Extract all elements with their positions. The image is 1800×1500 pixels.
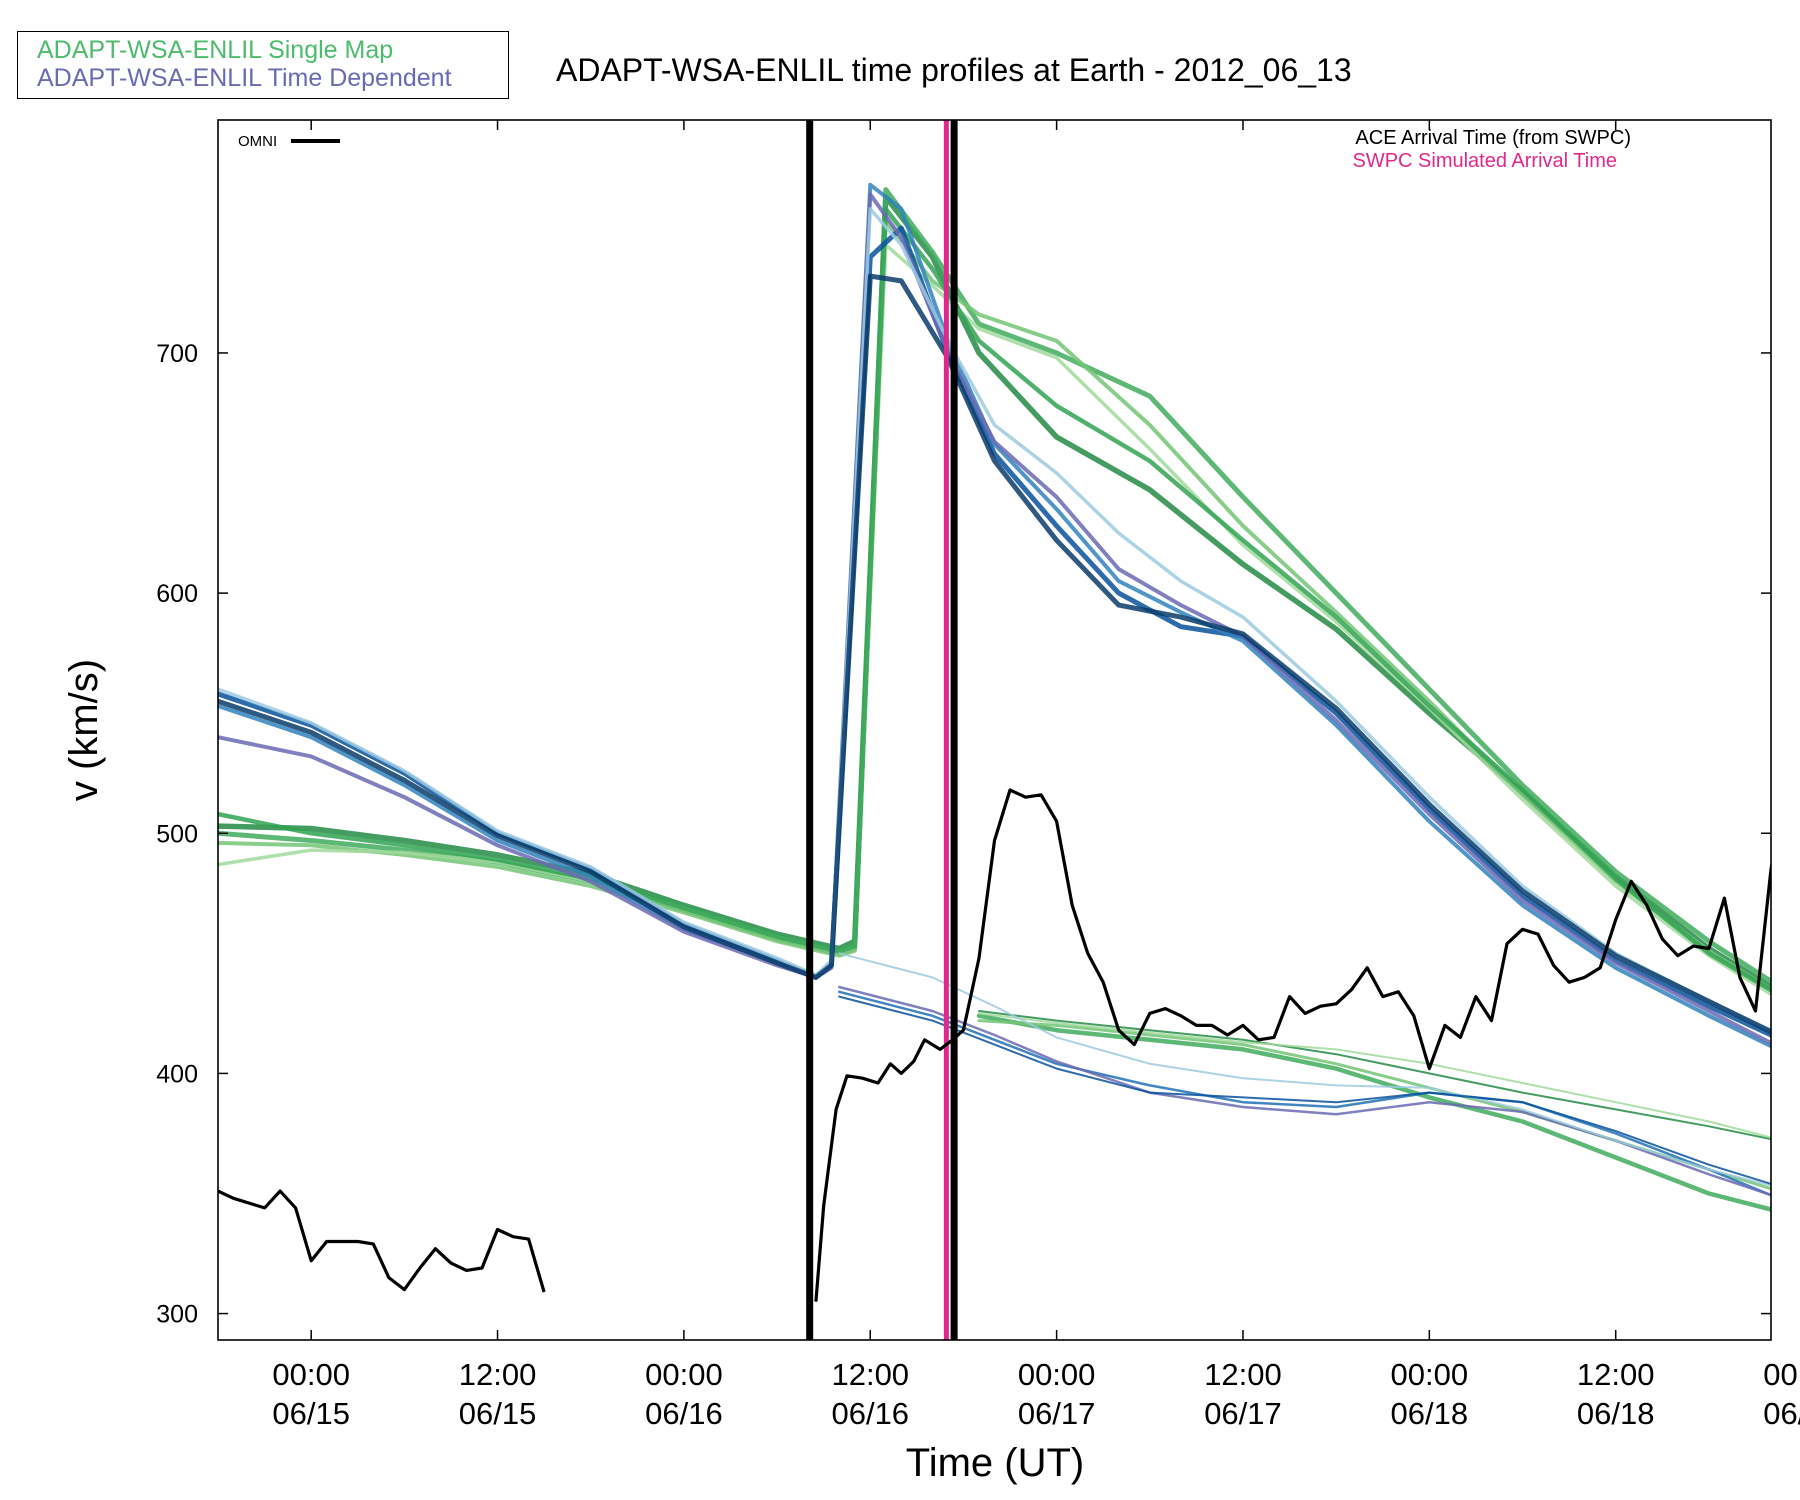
series-line-single_map-8 <box>977 1019 1771 1191</box>
series-line-time_dependent-12 <box>218 192 1771 1046</box>
ace-arrival-legend: ACE Arrival Time (from SWPC) <box>1355 127 1631 149</box>
y-tick-label: 300 <box>156 1301 198 1329</box>
x-tick-label-time: 00:00 <box>1391 1357 1469 1392</box>
omni-legend-label: OMNI <box>238 133 277 150</box>
x-tick-label-date: 06/17 <box>1204 1396 1282 1431</box>
series-legend-box: ADAPT-WSA-ENLIL Single Map ADAPT-WSA-ENL… <box>17 31 509 99</box>
series-line-time_dependent-13 <box>218 207 1771 1033</box>
series-line-time_dependent-11 <box>218 182 1771 1049</box>
omni-series-segment-2 <box>814 788 1771 1302</box>
y-tick-label: 700 <box>156 340 198 368</box>
x-tick-label-time: 12:00 <box>1204 1357 1282 1392</box>
series-line-time_dependent-15 <box>837 990 1771 1197</box>
x-tick-label-time: 12:00 <box>831 1357 909 1392</box>
x-tick-label-time: 12:00 <box>1577 1357 1655 1392</box>
series-line-single_map-3 <box>218 218 1771 992</box>
y-tick-label: 400 <box>156 1060 198 1088</box>
x-tick-label-time: 12:00 <box>459 1357 537 1392</box>
x-tick-label-date: 06/16 <box>645 1396 723 1431</box>
series-line-single_map-9 <box>978 1012 1771 1139</box>
y-tick-label: 500 <box>156 820 198 848</box>
series-line-single_map-4 <box>218 243 1771 997</box>
x-tick-label-date: 06/19 <box>1763 1396 1800 1431</box>
series-line-time_dependent-16 <box>837 985 1771 1197</box>
swpc-arrival-legend: SWPC Simulated Arrival Time <box>1352 150 1617 172</box>
series-line-time_dependent-17 <box>838 952 1771 1187</box>
x-tick-label-date: 06/15 <box>459 1396 537 1431</box>
x-tick-label-date: 06/18 <box>1577 1396 1655 1431</box>
x-tick-label-time: 00:00 <box>645 1357 723 1392</box>
series-line-single_map-6 <box>976 1013 1771 1212</box>
omni-legend: OMNI <box>238 133 340 150</box>
series-line-time_dependent-14 <box>218 273 1771 1035</box>
y-axis-label: v (km/s) <box>62 659 106 801</box>
series-line-time_dependent-18 <box>838 995 1771 1185</box>
y-tick-label: 600 <box>156 580 198 608</box>
legend-single-map: ADAPT-WSA-ENLIL Single Map <box>37 36 394 64</box>
series-line-single_map-5 <box>218 206 1771 993</box>
x-tick-label-time: 00:00 <box>1763 1357 1800 1392</box>
x-axis-label: Time (UT) <box>906 1441 1084 1485</box>
omni-series-segment-1 <box>218 1189 546 1293</box>
x-tick-label-time: 00:00 <box>272 1357 350 1392</box>
x-tick-label-date: 06/18 <box>1391 1396 1469 1431</box>
chart-title: ADAPT-WSA-ENLIL time profiles at Earth -… <box>556 52 1352 88</box>
x-tick-label-date: 06/17 <box>1018 1396 1096 1431</box>
plot-frame <box>217 119 1772 1341</box>
x-tick-label-date: 06/15 <box>272 1396 350 1431</box>
legend-time-dependent: ADAPT-WSA-ENLIL Time Dependent <box>37 64 452 92</box>
x-tick-label-date: 06/16 <box>831 1396 909 1431</box>
series-line-single_map-7 <box>978 1010 1771 1141</box>
x-tick-label-time: 00:00 <box>1018 1357 1096 1392</box>
